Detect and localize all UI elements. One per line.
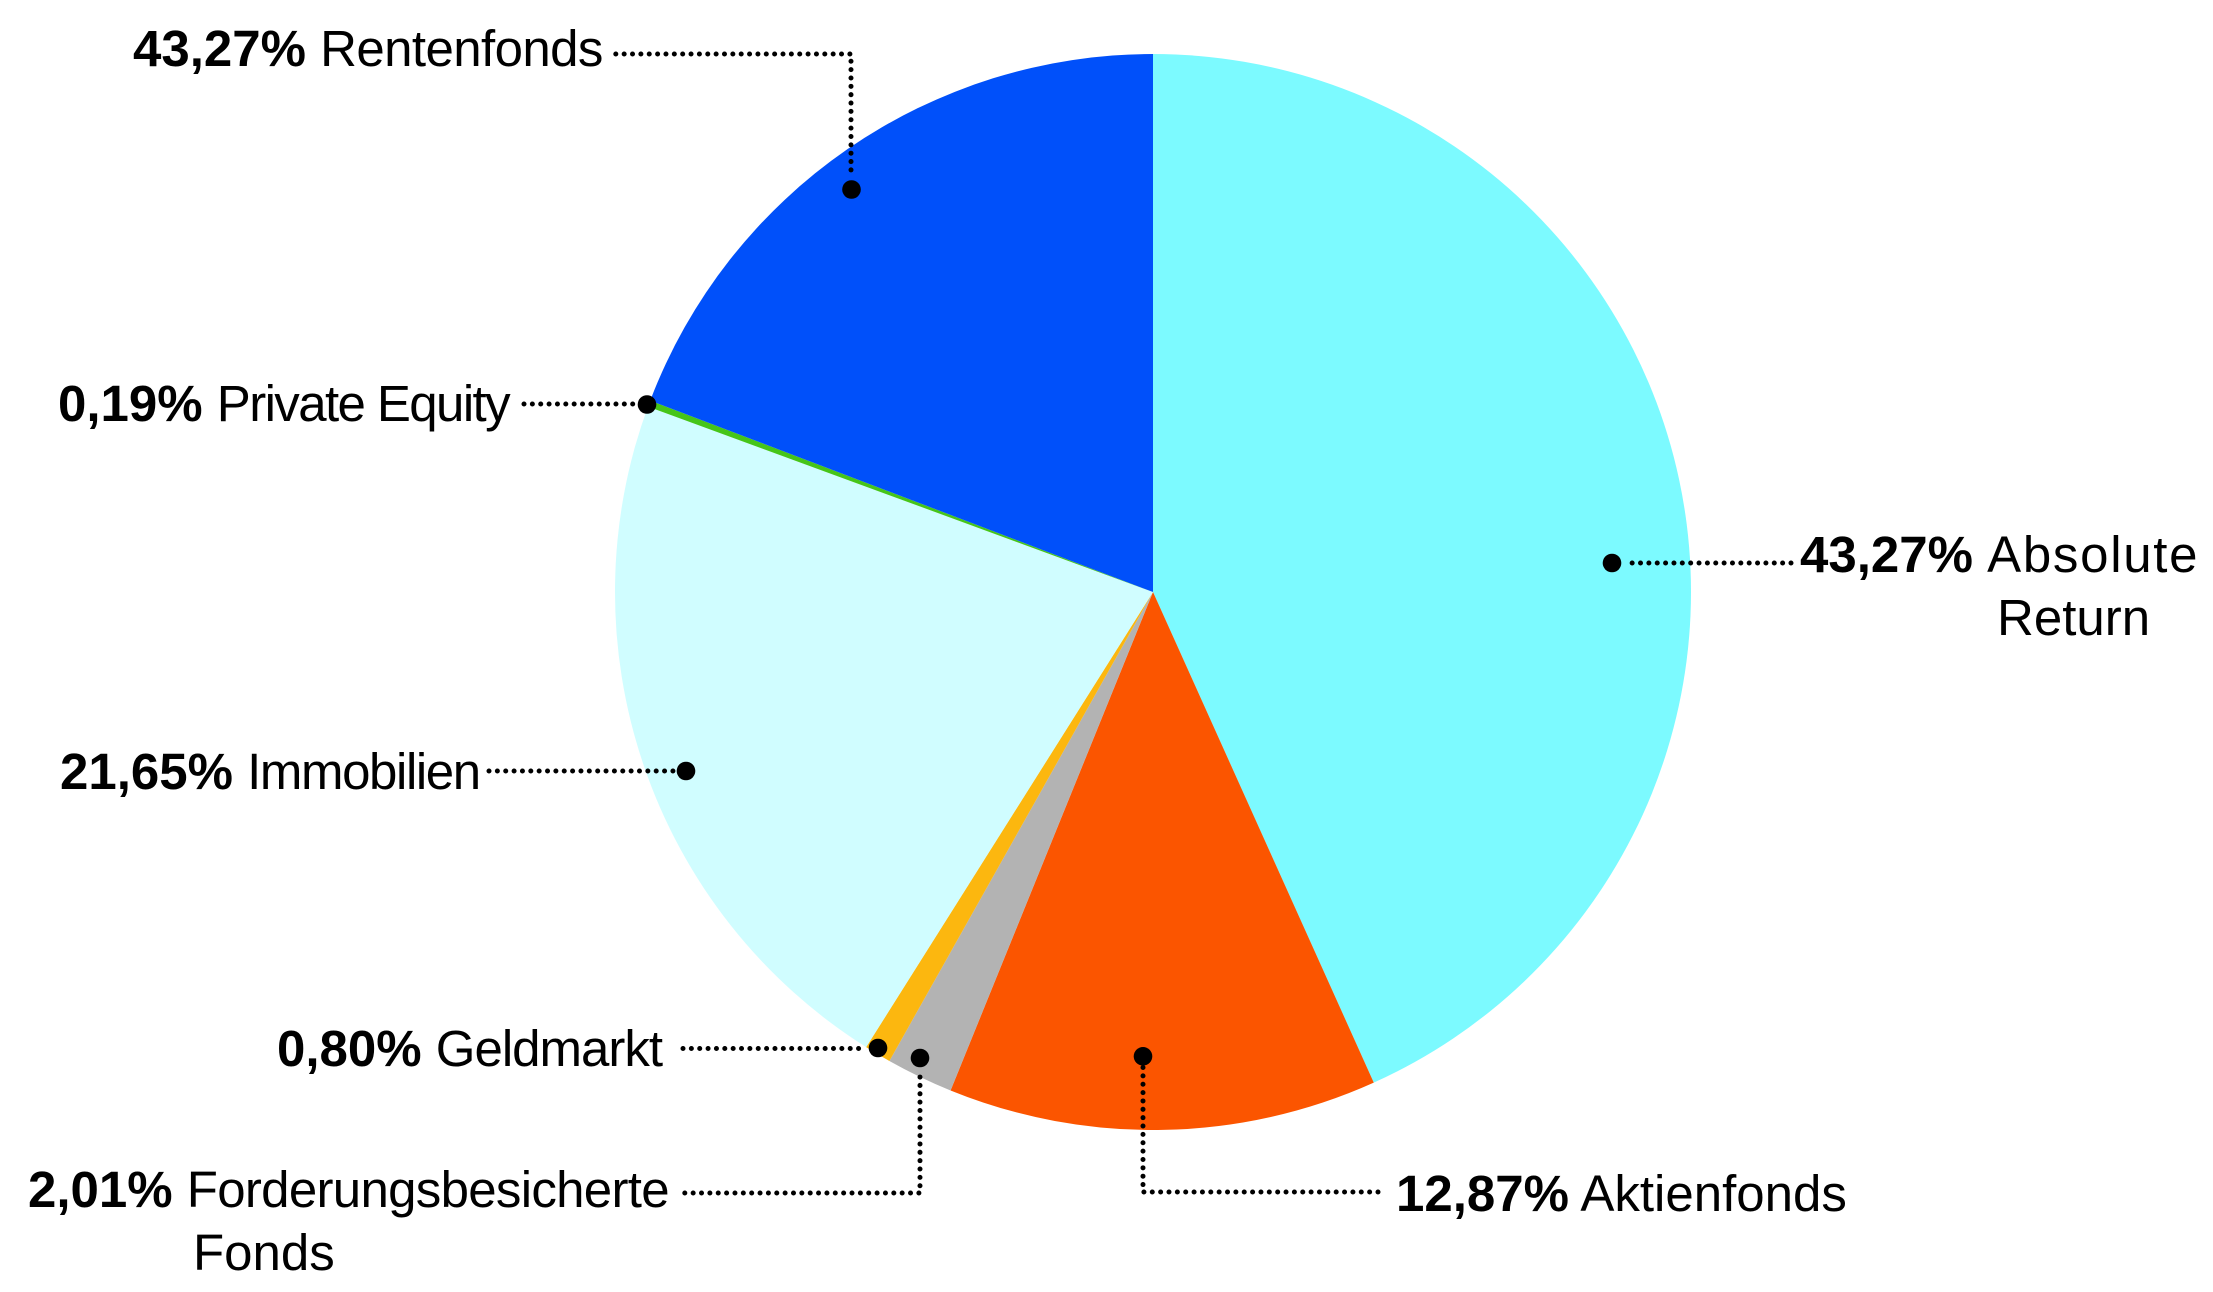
svg-text:0,19% Private Equity: 0,19% Private Equity (58, 375, 511, 432)
svg-text:2,01% Forderungsbesicherte: 2,01% Forderungsbesicherte (28, 1161, 669, 1218)
svg-text:Return: Return (1997, 589, 2150, 646)
svg-text:Fonds: Fonds (193, 1224, 335, 1281)
svg-text:12,87% Aktienfonds: 12,87% Aktienfonds (1396, 1165, 1847, 1222)
svg-text:43,27% Absolute: 43,27% Absolute (1800, 526, 2199, 583)
svg-text:0,80% Geldmarkt: 0,80% Geldmarkt (277, 1020, 663, 1077)
svg-text:43,27% Rentenfonds: 43,27% Rentenfonds (133, 20, 603, 77)
svg-text:21,65% Immobilien: 21,65% Immobilien (60, 743, 480, 800)
